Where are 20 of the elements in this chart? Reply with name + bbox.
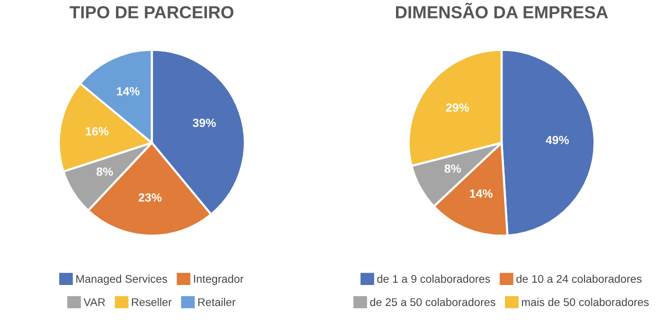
legend-label: Reseller	[132, 298, 172, 306]
chart-title: TIPO DE PARCEIRO	[70, 6, 234, 18]
legend-label: Integrador	[194, 274, 244, 286]
data-label: 39%	[192, 118, 216, 128]
legend-label: de 10 a 24 colaboradores	[516, 274, 642, 283]
data-label: 16%	[86, 127, 109, 136]
data-label: 14%	[470, 189, 493, 198]
legend-label: VAR	[84, 298, 105, 306]
legend-label: de 1 a 9 colaboradores	[377, 274, 490, 283]
legend-label: Retailer	[198, 298, 236, 306]
data-label: 49%	[546, 136, 569, 144]
data-label: 14%	[116, 87, 140, 96]
data-label: 23%	[138, 193, 162, 202]
data-label: 29%	[446, 103, 470, 112]
legend-label: mais de 50 colaboradores	[522, 298, 649, 306]
legend-label: de 25 a 50 colaboradores	[370, 298, 496, 306]
data-label: 8%	[444, 164, 461, 173]
legend-label: Managed Services	[76, 274, 168, 286]
chart-title: DIMENSÃO DA EMPRESA	[396, 2, 608, 18]
data-label: 8%	[96, 167, 113, 176]
